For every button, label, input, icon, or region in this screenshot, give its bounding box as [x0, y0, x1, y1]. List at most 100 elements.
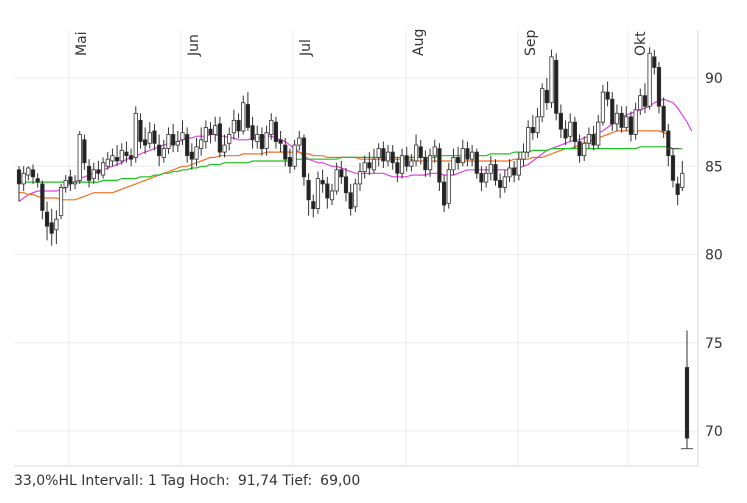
candle [68, 169, 73, 191]
candle-body-down [152, 130, 157, 144]
candle [180, 120, 185, 146]
candle-body-up [213, 125, 218, 135]
candle [91, 162, 96, 184]
candle-body-up [371, 158, 377, 171]
candle-body-down [474, 151, 479, 174]
candle-body-down [661, 105, 666, 132]
candle [385, 145, 391, 167]
candle [227, 127, 232, 151]
candle-body-up [241, 102, 246, 132]
candle [320, 169, 325, 193]
candle [675, 176, 680, 206]
candle [526, 120, 531, 158]
candle [306, 173, 311, 216]
candle-body-down [367, 162, 372, 169]
candle-body-up [222, 144, 227, 153]
candle-body-down [301, 137, 307, 178]
low-label: Tief: [282, 473, 313, 489]
candle [628, 111, 634, 142]
candle-body-down [465, 148, 470, 160]
candle-body-up [203, 127, 208, 142]
candle [58, 183, 64, 220]
candle [357, 162, 363, 191]
month-labels: Mai Jun Jul Aug Sep Okt [74, 29, 649, 57]
candle-body-up [255, 134, 260, 142]
candle-body-down [512, 167, 517, 176]
month-label: Jul [298, 39, 314, 57]
candle-body-up [292, 144, 297, 167]
candle [484, 166, 489, 188]
candle-body-up [194, 146, 199, 160]
candle-body-down [544, 89, 549, 104]
candle [124, 141, 129, 163]
candle-body-up [227, 134, 232, 144]
candle-body-down [343, 176, 349, 194]
month-label: Sep [523, 30, 539, 57]
candle-body-up [147, 132, 152, 144]
candle [259, 127, 265, 156]
candle-body-down [273, 121, 279, 142]
candle [217, 116, 222, 158]
candle-body-down [287, 157, 293, 167]
candle-body-down [348, 192, 353, 210]
candle [77, 130, 82, 184]
candle [460, 139, 465, 167]
candle-body-down [311, 201, 316, 210]
candle-body-up [133, 112, 138, 158]
candle-body-down [40, 183, 45, 211]
candle [100, 157, 106, 179]
candlestick-chart: Mai Jun Jul Aug Sep Okt 70 75 80 85 90 [14, 29, 723, 467]
candle-body-down [619, 112, 624, 128]
candle [54, 210, 59, 244]
month-label: Aug [411, 29, 427, 56]
candle-body-down [456, 157, 461, 164]
candle [138, 113, 143, 149]
candle [362, 155, 367, 179]
candle [600, 85, 606, 126]
candle-body-up [72, 181, 78, 185]
candle-body-down [684, 367, 690, 439]
candle-body-up [680, 172, 685, 188]
candle [213, 116, 218, 142]
candle-body-down [278, 139, 283, 144]
candle-body-up [26, 167, 31, 176]
candle-body-down [339, 169, 344, 178]
candle [638, 88, 643, 116]
candle [157, 134, 162, 167]
candle-body-down [325, 183, 330, 199]
candle [647, 47, 652, 110]
candle [521, 143, 526, 167]
range-value: 33,0%HL [14, 473, 77, 489]
candle [633, 102, 638, 140]
y-axis-labels: 70 75 80 85 90 [705, 71, 723, 440]
candle-body-down [670, 155, 676, 181]
candle-body-down [656, 67, 662, 107]
high-value: 91,74 [237, 473, 278, 489]
candle [287, 148, 293, 174]
month-label: Okt [633, 31, 649, 56]
candle [283, 138, 288, 167]
candle [40, 180, 45, 220]
candle [241, 95, 246, 135]
candle-body-down [652, 56, 657, 68]
candle-body-up [297, 137, 302, 146]
candle-body-down [554, 59, 559, 114]
candle [554, 53, 559, 121]
candle [642, 83, 648, 114]
candle [558, 104, 563, 139]
candle-body-up [633, 109, 638, 135]
candle [63, 175, 68, 193]
candle-body-down [563, 128, 568, 139]
candle [194, 138, 199, 167]
candle [301, 134, 307, 186]
candle-body-up [526, 127, 531, 153]
candle [129, 148, 134, 167]
candle [208, 122, 213, 144]
candle-body-down [124, 151, 129, 157]
candle-body-up [488, 164, 493, 174]
candle-body-up [460, 148, 465, 164]
candle-body-up [596, 121, 601, 146]
candle-body-down [283, 144, 288, 160]
moving-average-line-3 [19, 146, 683, 183]
candle-body-down [610, 98, 615, 125]
